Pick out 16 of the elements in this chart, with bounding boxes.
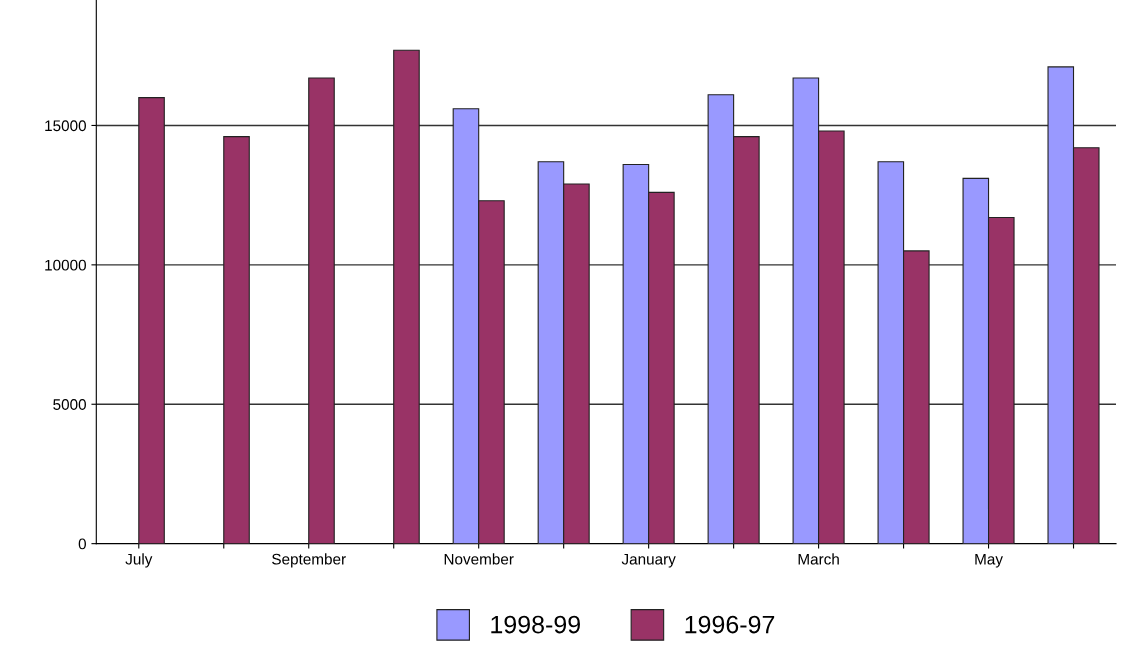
y-tick-label: 0 [78, 538, 86, 550]
y-tick-label: 15000 [45, 120, 86, 132]
x-tick-label: January [621, 553, 676, 568]
legend-label: 1998-99 [491, 615, 580, 634]
bar [393, 49, 420, 544]
bar [138, 97, 165, 544]
x-tick-label: November [444, 553, 514, 565]
y-tick-label: 5000 [53, 399, 86, 410]
bar [308, 77, 335, 544]
x-tick-label: March [798, 553, 839, 565]
x-tick-label: July [125, 553, 153, 568]
x-tick-label: September [272, 553, 346, 568]
legend-label: 1996-97 [685, 615, 775, 634]
bar [223, 136, 250, 544]
y-tick-label: 10000 [45, 259, 86, 271]
x-tick-label: May [975, 553, 1003, 568]
